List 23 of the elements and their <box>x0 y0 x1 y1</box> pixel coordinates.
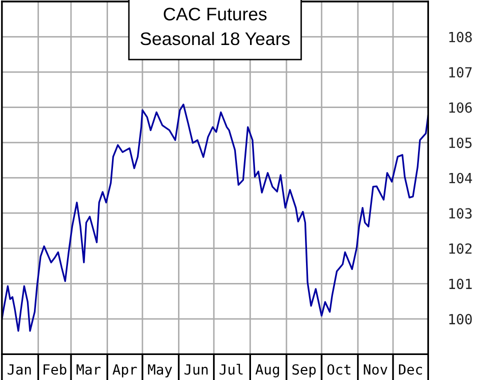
x-tick-label: Feb <box>44 364 66 375</box>
x-tick-label: May <box>148 364 172 378</box>
text: CAC Futures Seasonal 18 Years <box>140 8 290 46</box>
x-tick-label: Aug <box>255 364 279 378</box>
y-tick-label: 106 <box>449 102 472 113</box>
y-tick-label: 108 <box>449 32 472 42</box>
x-tick-label: Oct <box>327 364 350 375</box>
line-series <box>2 104 428 332</box>
y-tick-label: 100 <box>449 314 472 324</box>
x-tick-label: Jun <box>184 364 208 375</box>
y-tick-label: 104 <box>449 172 472 184</box>
y-tick-label: 101 <box>449 278 472 290</box>
x-tick-label: Nov <box>364 364 388 375</box>
x-tick-label: Dec <box>398 364 422 375</box>
y-tick-label: 103 <box>449 208 472 219</box>
y-tick-label: 105 <box>449 138 472 148</box>
y-tick-label: 102 <box>449 243 472 254</box>
x-tick-label: Jan <box>8 364 31 375</box>
y-tick-label: 107 <box>449 67 472 78</box>
x-tick-label: Sep <box>292 364 316 378</box>
x-tick-label: Jul <box>220 364 243 375</box>
x-tick-label: Mar <box>76 364 101 375</box>
x-tick-label: Apr <box>112 364 137 378</box>
